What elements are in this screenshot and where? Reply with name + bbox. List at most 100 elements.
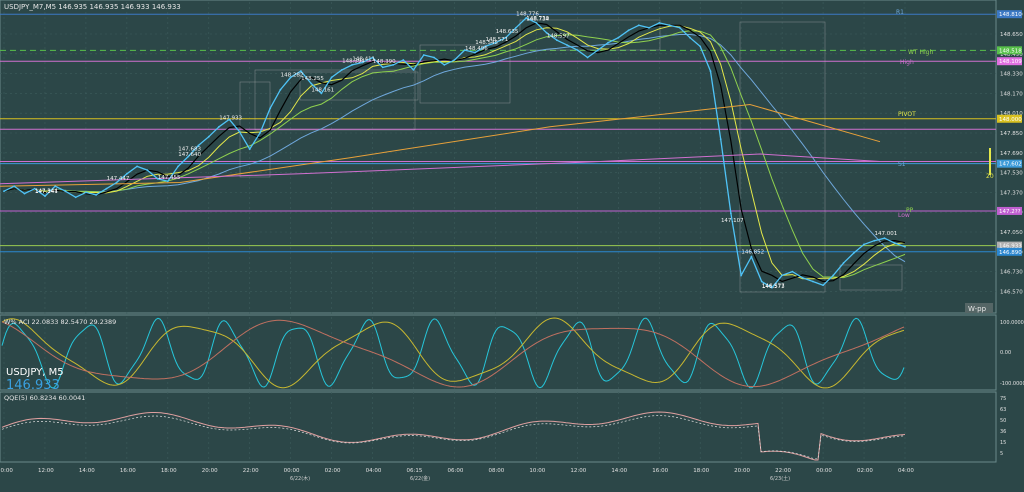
price-point — [771, 286, 773, 289]
date-label: 6/23(土) — [770, 475, 790, 482]
price-tag-box — [997, 57, 1022, 66]
qqe-main-line — [1, 411, 906, 461]
price-panel — [0, 0, 997, 314]
price-annotation: 148.635 — [496, 29, 519, 35]
price-point — [392, 64, 394, 66]
watermark-price: 146.933 — [6, 378, 60, 393]
price-point — [842, 262, 845, 264]
session-box — [299, 71, 419, 101]
price-point — [453, 59, 456, 61]
time-tick-label: 20:00 — [734, 468, 750, 474]
price-point — [494, 41, 497, 44]
price-point — [136, 165, 139, 168]
vpp-label: W-pp — [968, 305, 987, 313]
time-tick-label: 04:00 — [898, 468, 914, 474]
price-point — [402, 59, 405, 61]
price-annotation: 148.571 — [485, 37, 508, 43]
price-point — [330, 76, 333, 79]
price-point — [556, 39, 558, 42]
price-point — [44, 195, 46, 198]
time-tick-label: 00:00 — [816, 468, 832, 474]
price-point — [300, 70, 302, 72]
price-annotation: 148.255 — [301, 76, 324, 82]
price-point — [433, 56, 435, 59]
price-annotation: 148.496 — [465, 46, 488, 52]
price-point — [678, 26, 681, 29]
osc2-tick-label: 36 — [1000, 429, 1006, 435]
price-point — [33, 187, 36, 190]
price-point — [812, 280, 814, 283]
price-point — [279, 88, 282, 91]
time-tick-label: 12:00 — [38, 468, 54, 474]
price-annotation: 147.001 — [875, 231, 898, 237]
price-annotation: 147.107 — [721, 218, 744, 224]
time-axis: 10:00 12:00 14:00 16:00 18:00 20:00 22:00 00:00… — [0, 468, 914, 482]
price-point — [207, 135, 210, 138]
time-tick-label: 00:00 — [284, 468, 300, 474]
osc2-tick-label: 63 — [1000, 407, 1006, 413]
price-tick-label: 147.050 — [1000, 230, 1023, 236]
price-point — [269, 107, 272, 110]
vpp-badge[interactable] — [965, 303, 993, 313]
date-label: 6/22(金) — [410, 475, 430, 482]
osc1-tick-label: 0.00 — [1000, 350, 1011, 356]
price-point — [822, 284, 824, 287]
level-wt-high-label: WT High — [908, 49, 933, 56]
oscillator-lines: 100.0000 0.00 -100.0000 — [1, 317, 1024, 389]
price-point — [607, 41, 609, 44]
price-annotation: 147.933 — [219, 116, 242, 122]
price-tick-label: 148.650 — [1000, 32, 1023, 38]
price-point — [668, 24, 671, 27]
price-point — [95, 194, 97, 196]
level-low-label: Low — [898, 212, 910, 219]
price-point — [893, 242, 896, 245]
price-point — [596, 49, 599, 51]
price-point — [54, 185, 57, 188]
price-point — [535, 22, 538, 24]
price-point — [863, 243, 865, 246]
price-annotation: 147.683 — [178, 147, 201, 153]
osc2-tick-label: 5 — [1000, 451, 1003, 457]
time-tick-label: 22:00 — [243, 468, 259, 474]
price-annotation: 146.573 — [762, 284, 785, 290]
price-point — [248, 148, 251, 151]
qqe-lines: 75 63 50 36 15 5 — [1, 396, 1006, 461]
price-axis: 148.810 148.650 148.490 148.330 148.170 148.0… — [997, 10, 1023, 295]
price-annotation: 147.447 — [107, 176, 130, 182]
price-point — [85, 191, 87, 194]
price-point — [218, 125, 220, 128]
price-annotation: 148.597 — [547, 34, 570, 40]
price-point — [699, 45, 702, 48]
price-point — [750, 255, 753, 258]
time-tick-label: 22:00 — [775, 468, 791, 474]
price-point — [586, 56, 589, 59]
price-tick-label: 148.170 — [1000, 91, 1023, 97]
price-tag-box — [997, 241, 1022, 250]
price-series — [3, 17, 906, 289]
price-point — [525, 17, 528, 19]
price-point — [760, 280, 763, 283]
price-annotation: 147.341 — [35, 189, 58, 195]
qqe-panel — [0, 391, 997, 463]
price-point — [463, 49, 466, 51]
vertical-range-label: 20 — [986, 173, 994, 180]
price-annotation: 148.282 — [281, 73, 304, 79]
price-point — [474, 51, 476, 54]
price-tag-label: 148.000 — [999, 117, 1022, 123]
price-tick-label: 147.370 — [1000, 190, 1023, 196]
price-annotation: 148.776 — [516, 11, 539, 17]
price-point — [197, 144, 200, 147]
price-point — [166, 180, 169, 183]
price-point — [740, 274, 743, 277]
price-point — [658, 22, 661, 24]
price-tick-label: 148.490 — [1000, 52, 1023, 58]
price-point — [852, 252, 855, 254]
price-point — [637, 24, 640, 27]
price-point — [719, 138, 722, 141]
price-point — [351, 64, 353, 66]
level-r1-label: R1 — [896, 9, 904, 16]
price-annotation: 147.455 — [158, 175, 181, 181]
level-pivot-label: PIVOT — [898, 111, 916, 118]
price-tick-label: 148.010 — [1000, 111, 1023, 117]
price-annotation: 148.739 — [526, 16, 549, 22]
